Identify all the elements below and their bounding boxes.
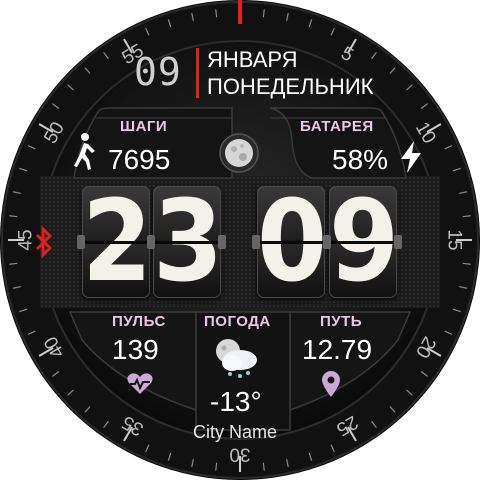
bezel-minor-tick — [330, 444, 335, 453]
bezel-minor-tick — [215, 462, 218, 471]
bezel-major-tick — [38, 123, 54, 133]
bezel-minor-tick — [84, 67, 91, 74]
bezel-minor-tick — [67, 389, 74, 396]
bezel-minor-tick — [308, 452, 313, 461]
bezel-minor-tick — [84, 406, 91, 413]
bezel-minor-tick — [167, 19, 172, 28]
bezel-major-tick — [347, 38, 357, 54]
bezel-minor-tick — [444, 330, 453, 335]
bezel-minor-tick — [12, 191, 22, 195]
bezel-minor-tick — [27, 145, 36, 150]
bezel-number: 45 — [16, 229, 37, 250]
weather-city: City Name — [193, 422, 278, 442]
twelve-oclock-marker — [238, 0, 242, 24]
bezel-minor-tick — [262, 462, 265, 471]
bezel-minor-tick — [27, 330, 36, 335]
date-weekday: ПОНЕДЕЛЬНИК — [207, 74, 374, 99]
heart-rate-icon — [126, 372, 154, 396]
bezel-minor-tick — [389, 406, 396, 413]
weather-temperature: -13° — [210, 386, 262, 417]
flip-hinge — [147, 235, 155, 249]
battery-label: БАТАРЕЯ — [300, 118, 374, 135]
bezel-minor-tick — [406, 84, 413, 91]
battery-value: 58% — [332, 144, 389, 175]
bezel-minor-tick — [452, 167, 461, 172]
bezel-minor-tick — [9, 262, 18, 265]
weather-label: ПОГОДА — [204, 313, 271, 330]
pulse-label: ПУЛЬС — [112, 313, 166, 330]
flip-hinge — [252, 235, 260, 249]
bezel-minor-tick — [330, 27, 335, 36]
steps-label: ШАГИ — [120, 118, 168, 135]
bezel-minor-tick — [308, 19, 313, 28]
bezel-number: 30 — [229, 444, 250, 465]
bezel-minor-tick — [19, 167, 28, 172]
bezel-minor-tick — [215, 9, 218, 18]
bezel-minor-tick — [167, 452, 172, 461]
lightning-bolt-icon — [398, 140, 424, 174]
bezel-minor-tick — [51, 103, 60, 109]
minute-tens-card: 0 — [257, 186, 325, 298]
bezel-minor-tick — [12, 285, 22, 289]
bezel-minor-tick — [371, 420, 377, 429]
bezel-minor-tick — [285, 12, 289, 22]
bezel-major-tick — [38, 347, 54, 357]
bezel-minor-tick — [67, 84, 74, 91]
date-day: 09 — [134, 50, 182, 94]
bezel-minor-tick — [145, 444, 150, 453]
moon-phase-icon — [218, 132, 260, 174]
flip-hinge — [77, 235, 85, 249]
flip-hinge — [394, 235, 402, 249]
bezel-minor-tick — [371, 51, 377, 60]
bezel-minor-tick — [458, 191, 468, 195]
bezel-major-tick — [123, 38, 133, 54]
bezel-minor-tick — [285, 458, 289, 468]
bezel-minor-tick — [191, 12, 195, 22]
bezel-minor-tick — [444, 145, 453, 150]
date-month: ЯНВАРЯ — [207, 47, 298, 72]
bezel-minor-tick — [406, 389, 413, 396]
hour-tens-card: 2 — [82, 186, 150, 298]
bezel-minor-tick — [145, 27, 150, 36]
bezel-major-tick — [426, 123, 442, 133]
weather-snow-night-icon — [210, 334, 260, 380]
bezel-minor-tick — [19, 308, 28, 313]
bezel-minor-tick — [389, 67, 396, 74]
bezel-minor-tick — [452, 308, 461, 313]
distance-value: 12.79 — [302, 334, 373, 365]
bezel-minor-tick — [458, 285, 468, 289]
distance-label: ПУТЬ — [320, 313, 363, 330]
bezel-number: 15 — [444, 229, 465, 250]
steps-value: 7695 — [108, 144, 171, 175]
bluetooth-icon — [34, 225, 54, 259]
bezel-minor-tick — [462, 262, 471, 265]
bezel-minor-tick — [191, 458, 195, 468]
bezel-major-tick — [123, 426, 133, 442]
bezel-major-tick — [426, 347, 442, 357]
bezel-minor-tick — [103, 420, 109, 429]
hour-ones-card: 3 — [153, 186, 221, 298]
bezel-minor-tick — [9, 215, 18, 218]
minute-ones-card: 9 — [329, 186, 397, 298]
bezel-minor-tick — [462, 215, 471, 218]
flip-hinge — [323, 235, 331, 249]
pulse-value: 139 — [112, 334, 159, 365]
bezel-minor-tick — [103, 51, 109, 60]
walking-person-icon — [68, 132, 98, 172]
bezel-minor-tick — [262, 9, 265, 18]
bezel-minor-tick — [51, 371, 60, 377]
bezel-major-tick — [347, 426, 357, 442]
bezel-minor-tick — [420, 371, 429, 377]
bezel-minor-tick — [420, 103, 429, 109]
location-pin-icon — [320, 370, 342, 398]
flip-hinge — [218, 235, 226, 249]
